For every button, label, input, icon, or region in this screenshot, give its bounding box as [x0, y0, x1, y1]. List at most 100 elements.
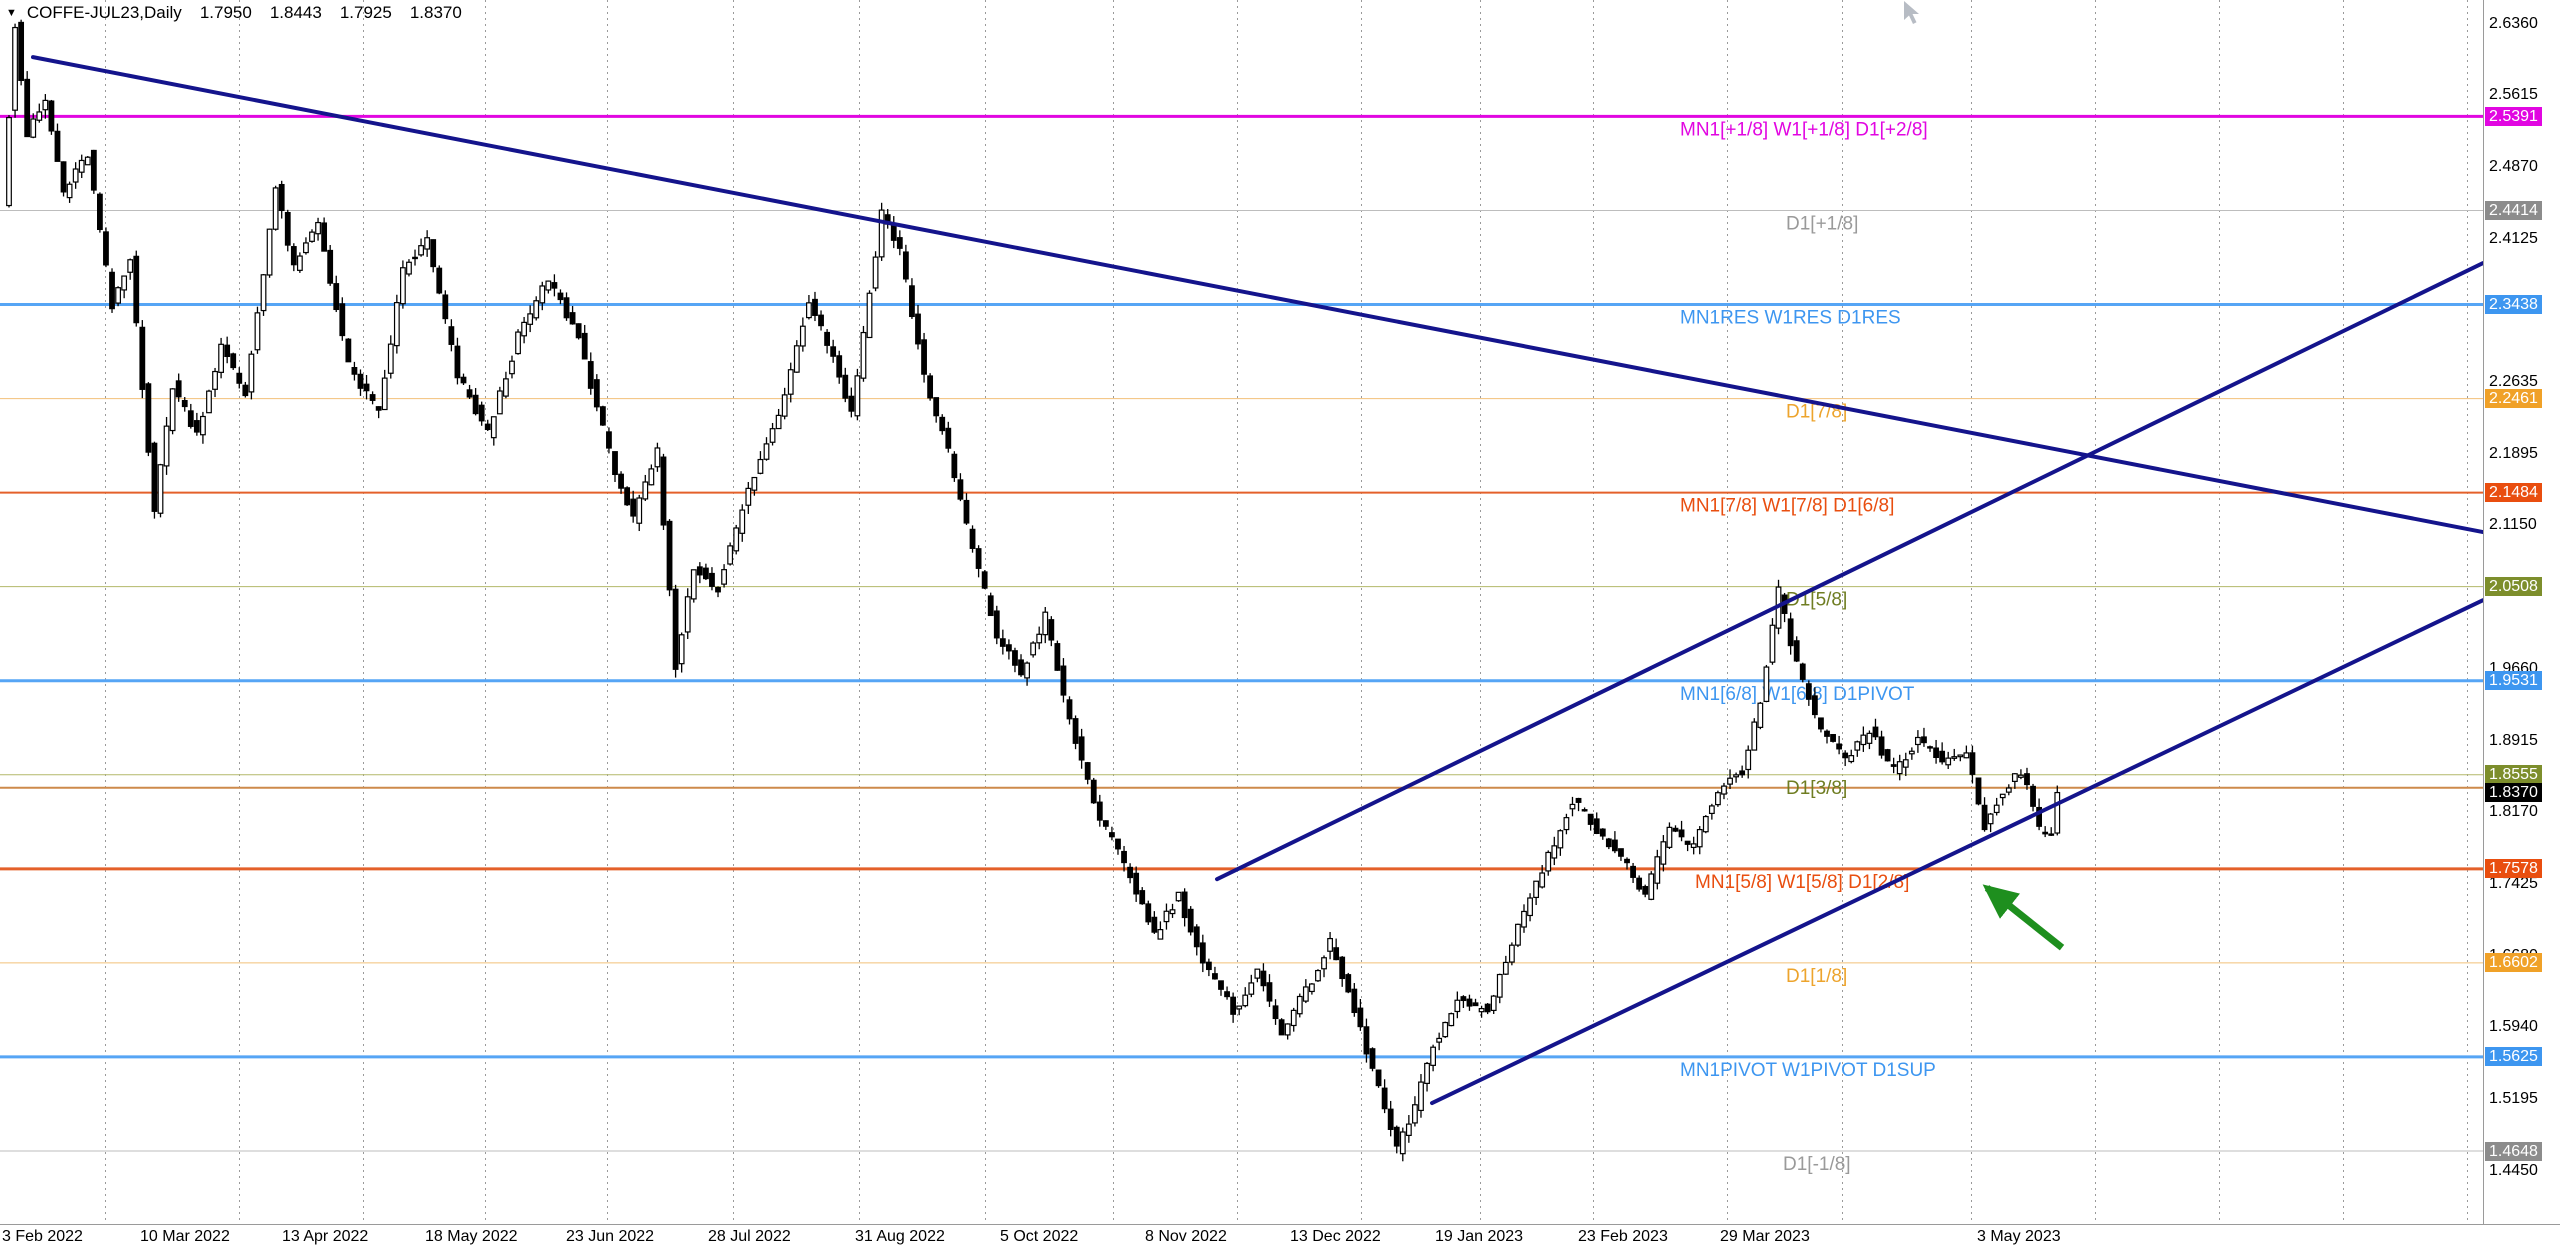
candle-body	[1527, 897, 1533, 917]
trend-line[interactable]	[1215, 261, 2485, 882]
candlestick	[551, 274, 558, 297]
candle-body	[345, 338, 352, 363]
candlestick	[1678, 820, 1685, 842]
candlestick	[1648, 871, 1655, 901]
candle-body	[1351, 988, 1358, 1014]
candle-body	[1454, 999, 1461, 1013]
candlestick	[1727, 769, 1733, 790]
price-level-badge: 1.7578	[2485, 859, 2542, 879]
price-level-badge: 2.0508	[2485, 577, 2542, 597]
candlestick	[969, 525, 976, 553]
candlestick	[1375, 1069, 1382, 1088]
trend-line[interactable]	[1430, 598, 2485, 1106]
candlestick	[466, 384, 473, 399]
candle-body	[290, 246, 297, 266]
candle-body	[1957, 754, 1964, 758]
candlestick	[133, 250, 140, 327]
candle-body	[824, 331, 830, 346]
murrey-level-label: D1[-1/8]	[1783, 1154, 1851, 1175]
candlestick	[66, 181, 73, 203]
candlestick	[454, 337, 461, 385]
candlestick	[1054, 640, 1061, 671]
candlestick	[1484, 1003, 1491, 1015]
candle-body	[1672, 827, 1679, 832]
candlestick	[878, 202, 885, 261]
candle-body	[1763, 666, 1770, 703]
candle-body	[763, 443, 770, 460]
candlestick	[1466, 994, 1473, 1011]
candlestick	[1187, 906, 1194, 936]
price-scale[interactable]: 2.6360 2.5615 2.4870 2.4125 2.2635 2.1895 2.11…	[2484, 0, 2560, 1224]
candle-body	[915, 313, 921, 345]
time-scale[interactable]: 3 Feb 2022 10 Mar 2022 13 Apr 2022 18 May 2…	[0, 1224, 2560, 1248]
candlestick	[921, 332, 927, 383]
candle-body	[1611, 839, 1618, 852]
candle-body	[1545, 851, 1552, 872]
candlestick	[1684, 840, 1691, 852]
candle-body	[121, 275, 128, 291]
candle-body	[836, 355, 843, 378]
candle-body	[503, 378, 509, 397]
candlestick	[218, 337, 225, 379]
price-tick-label: 2.1150	[2489, 516, 2537, 534]
candle-body	[1072, 718, 1079, 744]
ohlc-high: 1.8443	[269, 3, 322, 22]
candle-body	[1321, 957, 1327, 970]
candle-body	[793, 345, 800, 373]
candlestick	[484, 419, 491, 431]
candlestick	[769, 422, 776, 446]
candle-body	[599, 406, 606, 426]
candlestick	[375, 406, 382, 419]
candle-body	[72, 168, 79, 183]
candlestick	[1896, 754, 1903, 781]
candlestick	[1921, 727, 1927, 747]
candlestick	[60, 161, 67, 197]
candlestick	[30, 113, 37, 139]
candle-body	[448, 326, 455, 345]
candle-body	[1884, 749, 1891, 762]
candlestick	[1993, 797, 2000, 816]
candlestick	[1593, 812, 1600, 835]
candle-body	[1012, 650, 1018, 666]
symbol-dropdown-icon[interactable]: ▼	[6, 6, 17, 19]
candle-body	[1254, 968, 1261, 979]
candlestick	[836, 350, 843, 384]
candlestick	[842, 367, 849, 403]
trend-line[interactable]	[31, 55, 2485, 535]
candle-body	[1666, 826, 1673, 848]
candle-body	[1830, 734, 1836, 742]
candle-body	[260, 274, 267, 312]
price-level-badge: 2.5391	[2485, 106, 2542, 126]
candlestick	[993, 605, 1000, 645]
candle-body	[30, 118, 37, 138]
candlestick	[890, 216, 897, 249]
candlestick	[539, 281, 546, 311]
candlestick	[1327, 932, 1333, 960]
candle-body	[987, 595, 994, 617]
candle-body	[1339, 956, 1346, 980]
arrow-annotation[interactable]	[1982, 884, 2065, 951]
candle-body	[496, 390, 503, 415]
candle-body	[2054, 791, 2061, 834]
candle-body	[1381, 1087, 1388, 1110]
price-tick-label: 2.5615	[2489, 86, 2538, 104]
candlestick	[1448, 1012, 1455, 1027]
candlestick	[1412, 1096, 1418, 1127]
candle-body	[133, 255, 140, 324]
candlestick	[1193, 924, 1200, 956]
candlestick	[1787, 612, 1794, 655]
candlestick	[157, 463, 164, 518]
candlestick	[1508, 942, 1515, 966]
candlestick	[1242, 987, 1249, 1008]
candle-body	[1242, 994, 1249, 1007]
candlestick	[1642, 884, 1649, 898]
candle-body	[878, 209, 885, 258]
candle-body	[1121, 850, 1127, 864]
candlestick	[1175, 891, 1182, 902]
candlestick	[1969, 745, 1976, 784]
candlestick	[806, 294, 812, 320]
date-tick-label: 31 Aug 2022	[855, 1228, 945, 1245]
candlestick	[309, 229, 315, 243]
